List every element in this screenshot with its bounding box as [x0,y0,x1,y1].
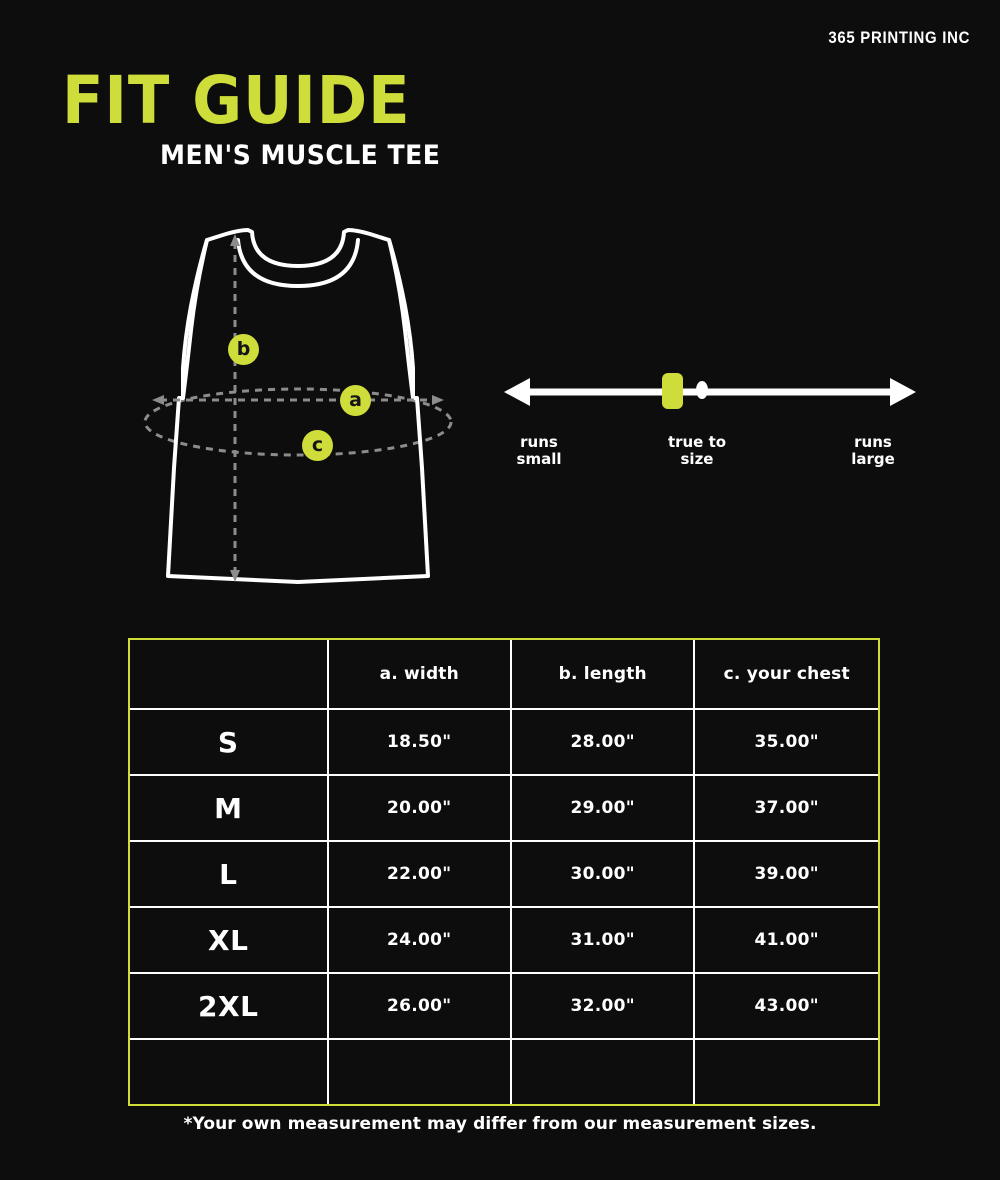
table-header-row: a. width b. length c. your chest [130,640,878,710]
cell-length: 30.00" [511,841,696,908]
table-header-blank [130,640,329,710]
fit-scale-label-runs-small: runs small [516,433,562,468]
width-arrow-left [152,395,164,405]
cell-length: 31.00" [511,907,696,974]
fit-scale [500,368,920,416]
garment-illustration [130,210,470,600]
muscle-tee-svg [143,228,453,584]
cell-chest: 39.00" [694,841,878,908]
cell-width: 18.50" [327,709,513,776]
cell-width: 22.00" [327,841,513,908]
armhole-left [181,238,209,400]
length-arrow-top [230,234,240,246]
cell-width [327,1039,513,1104]
table-row: XL 24.00" 31.00" 41.00" [130,907,878,974]
page-subtitle: MEN'S MUSCLE TEE [160,140,441,171]
cell-chest: 41.00" [694,907,878,974]
cell-length: 29.00" [511,775,696,842]
table-row: 2XL 26.00" 32.00" 43.00" [130,973,878,1040]
cell-length [511,1039,696,1104]
badge-b: b [228,334,259,365]
table-header-chest: c. your chest [694,640,878,710]
cell-length: 28.00" [511,709,696,776]
cell-chest: 35.00" [694,709,878,776]
cell-chest [694,1039,878,1104]
cell-size: L [130,841,329,908]
cell-chest: 37.00" [694,775,878,842]
width-arrow-right [432,395,444,405]
cell-size: M [130,775,329,842]
fit-scale-dot [696,381,708,399]
fit-scale-arrow [504,378,916,406]
cell-length: 32.00" [511,973,696,1040]
scale-arrow-left [504,378,530,406]
cell-width: 26.00" [327,973,513,1040]
cell-size [130,1039,329,1104]
table-row: S 18.50" 28.00" 35.00" [130,709,878,776]
fit-scale-label-true-to-size: true to size [667,433,727,468]
table-header-width: a. width [327,640,513,710]
cell-width: 20.00" [327,775,513,842]
cell-width: 24.00" [327,907,513,974]
page-title: FIT GUIDE [62,62,411,139]
length-arrow-bottom [230,570,240,582]
table-row: M 20.00" 29.00" 37.00" [130,775,878,842]
scale-arrow-right [890,378,916,406]
table-header-length: b. length [511,640,696,710]
cell-size: S [130,709,329,776]
cell-size: XL [130,907,329,974]
badge-c: c [302,430,333,461]
cell-size: 2XL [130,973,329,1040]
chest-circumference-dashed-ellipse [143,387,453,457]
badge-a: a [340,385,371,416]
measurement-disclaimer: *Your own measurement may differ from ou… [183,1114,817,1134]
brand-name: 365 PRINTING INC [828,28,970,47]
size-chart-table: a. width b. length c. your chest S 18.50… [128,638,880,1106]
table-row-empty [130,1039,878,1104]
armhole-right [387,238,415,400]
fit-scale-label-runs-large: runs large [851,433,895,468]
table-row: L 22.00" 30.00" 39.00" [130,841,878,908]
neckline-inner [236,238,360,289]
cell-chest: 43.00" [694,973,878,1040]
tank-body-outline [166,228,430,584]
fit-scale-marker [662,373,683,409]
